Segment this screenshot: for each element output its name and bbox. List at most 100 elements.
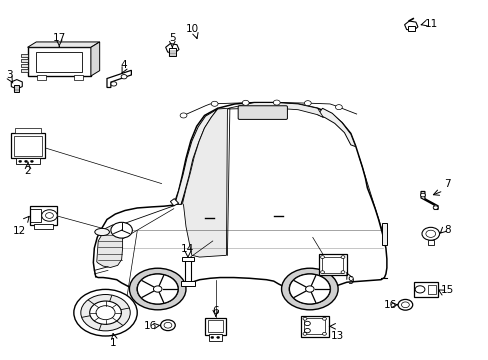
Bar <box>20 59 27 62</box>
Bar <box>407 26 414 31</box>
Circle shape <box>216 336 219 338</box>
Circle shape <box>89 301 121 324</box>
Bar <box>168 48 175 56</box>
Bar <box>181 282 194 286</box>
Bar <box>20 54 27 57</box>
Bar <box>14 85 19 92</box>
Bar <box>184 259 190 282</box>
Circle shape <box>322 332 326 335</box>
Polygon shape <box>420 192 437 210</box>
FancyBboxPatch shape <box>27 47 91 76</box>
Bar <box>74 75 82 80</box>
Bar <box>30 206 57 225</box>
Bar <box>36 51 82 72</box>
Polygon shape <box>174 109 217 204</box>
Bar <box>382 223 386 244</box>
Circle shape <box>273 100 280 105</box>
Polygon shape <box>182 108 227 257</box>
Bar <box>304 319 325 334</box>
Circle shape <box>322 318 326 320</box>
Ellipse shape <box>95 228 109 235</box>
Bar <box>427 285 435 294</box>
Circle shape <box>304 101 310 106</box>
FancyBboxPatch shape <box>238 106 287 120</box>
Text: 2: 2 <box>24 166 31 176</box>
Circle shape <box>303 332 306 335</box>
Circle shape <box>340 271 344 274</box>
Circle shape <box>111 82 117 86</box>
Bar <box>413 282 437 297</box>
Polygon shape <box>317 108 355 147</box>
Text: 17: 17 <box>53 33 66 43</box>
Polygon shape <box>228 103 323 118</box>
Bar <box>322 257 343 273</box>
Bar <box>182 257 193 261</box>
Circle shape <box>24 160 27 162</box>
Polygon shape <box>97 225 122 267</box>
Text: 12: 12 <box>13 226 26 236</box>
Circle shape <box>242 100 248 105</box>
Circle shape <box>335 105 342 110</box>
Circle shape <box>211 101 218 106</box>
Circle shape <box>420 193 425 197</box>
Circle shape <box>305 286 313 292</box>
Text: 16: 16 <box>143 321 157 330</box>
Text: 13: 13 <box>330 331 343 341</box>
Circle shape <box>210 336 213 338</box>
Circle shape <box>303 318 306 320</box>
Text: 8: 8 <box>444 225 450 235</box>
Polygon shape <box>27 42 100 47</box>
Circle shape <box>340 256 344 258</box>
Circle shape <box>153 286 162 292</box>
Bar <box>205 318 225 335</box>
Circle shape <box>19 160 21 162</box>
Bar <box>16 158 40 164</box>
Bar <box>30 209 41 222</box>
Circle shape <box>81 294 130 331</box>
Text: 6: 6 <box>212 306 219 316</box>
Circle shape <box>320 271 324 274</box>
Circle shape <box>129 268 185 310</box>
Text: 14: 14 <box>181 243 194 253</box>
Circle shape <box>432 206 437 210</box>
Circle shape <box>121 75 127 79</box>
Bar <box>14 135 41 156</box>
Bar <box>300 316 328 337</box>
Circle shape <box>137 274 178 304</box>
Bar <box>15 129 41 133</box>
Polygon shape <box>170 199 178 206</box>
Bar <box>20 69 27 72</box>
Circle shape <box>289 274 329 304</box>
Bar <box>20 64 27 67</box>
Circle shape <box>160 320 175 330</box>
Text: 10: 10 <box>185 24 199 34</box>
Circle shape <box>180 113 186 118</box>
Bar <box>427 239 433 244</box>
Circle shape <box>111 222 132 238</box>
Circle shape <box>281 268 337 310</box>
Circle shape <box>421 227 439 240</box>
Text: 5: 5 <box>169 33 175 43</box>
Text: 11: 11 <box>424 19 437 29</box>
Bar <box>11 133 44 158</box>
Circle shape <box>320 256 324 258</box>
Text: 1: 1 <box>109 338 116 348</box>
Text: 9: 9 <box>347 276 354 286</box>
Bar <box>209 334 222 341</box>
Text: 16: 16 <box>383 300 396 310</box>
Polygon shape <box>107 70 131 87</box>
Circle shape <box>74 289 137 336</box>
Circle shape <box>397 300 412 310</box>
Circle shape <box>41 210 57 221</box>
Bar <box>34 225 53 229</box>
Text: 7: 7 <box>444 179 450 189</box>
Text: 15: 15 <box>440 285 453 296</box>
Circle shape <box>30 160 33 162</box>
Text: 3: 3 <box>6 70 13 80</box>
Bar <box>318 254 346 275</box>
Polygon shape <box>93 103 386 291</box>
Polygon shape <box>91 42 100 76</box>
Bar <box>37 75 46 80</box>
Text: 4: 4 <box>120 59 126 69</box>
Bar <box>208 320 223 332</box>
